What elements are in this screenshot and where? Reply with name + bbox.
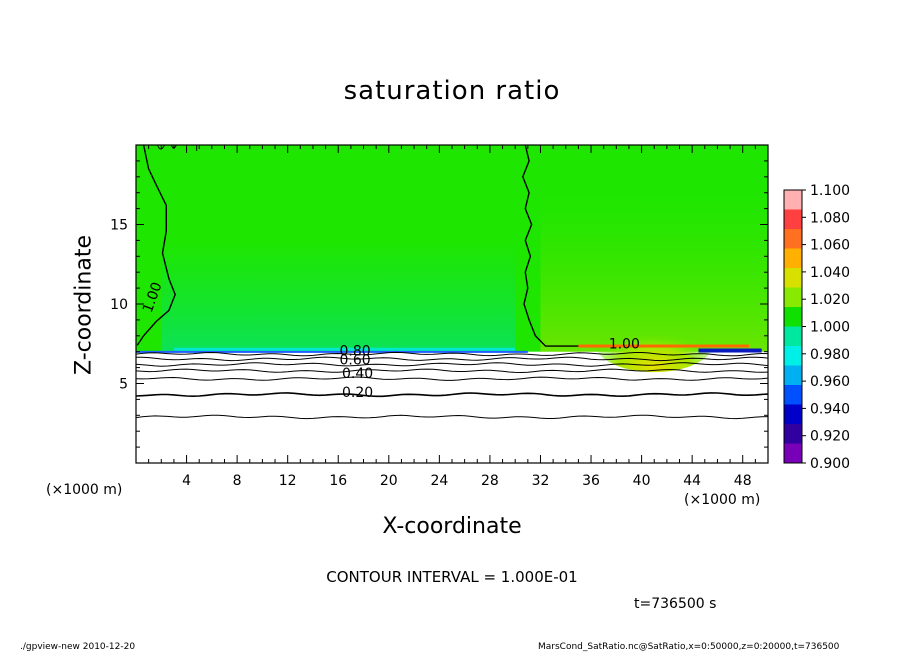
y-axis-ticks: 5 10 15 (110, 160, 768, 448)
contour-level (135, 362, 769, 367)
field-cool-zone (161, 240, 516, 352)
colorbar-label: 1.060 (810, 238, 850, 254)
colorbar-swatch (784, 190, 802, 210)
time-label: t=736500 s (634, 596, 717, 612)
y-axis-label: Z-coordinate (71, 235, 97, 375)
contour-label: 0.60 (340, 352, 371, 368)
x-tick-label: 8 (233, 473, 242, 489)
base-blue-band (136, 350, 528, 353)
contour-level (135, 414, 769, 420)
colorbar-swatch (784, 365, 802, 386)
x-tick-label: 12 (279, 473, 297, 489)
contour-interval-label: CONTOUR INTERVAL = 1.000E-01 (326, 568, 578, 586)
x-tick-label: 20 (380, 473, 398, 489)
y-axis-unit-label: (×1000 m) (46, 482, 123, 498)
base-cyan-band (173, 347, 516, 351)
colorbar-swatch (784, 385, 802, 405)
y-tick-label: 10 (110, 297, 128, 313)
colorbar-swatch (784, 287, 802, 308)
x-tick-label: 16 (329, 473, 347, 489)
field-warm-spot (594, 312, 715, 373)
contour-one-left (136, 144, 176, 346)
y-tick-label: 5 (119, 377, 128, 393)
chart-title: saturation ratio (343, 76, 561, 106)
colorbar-swatch (784, 443, 802, 464)
saturation-field (136, 145, 768, 373)
x-tick-label: 24 (430, 473, 448, 489)
contour-label: 0.20 (342, 385, 373, 401)
colorbar-label: 1.000 (810, 320, 850, 336)
contour-level (135, 392, 769, 398)
contour-level (135, 368, 769, 374)
colorbar-label: 0.900 (810, 456, 850, 472)
x-tick-label: 28 (481, 473, 499, 489)
colorbar-label: 0.940 (810, 401, 850, 417)
base-dark-blue-band (698, 348, 762, 353)
y-tick-label: 15 (110, 218, 128, 234)
colorbar-swatch (784, 307, 802, 327)
x-tick-label: 4 (182, 473, 191, 489)
colorbar-swatch (784, 404, 802, 425)
colorbar-swatch (784, 326, 802, 347)
contour-label: 0.80 (340, 344, 371, 360)
colorbar-swatch (784, 346, 802, 366)
colorbar: 1.100 1.080 1.060 1.040 1.020 1.000 0.980 0.960… (783, 183, 850, 472)
x-axis-label: X-coordinate (382, 514, 522, 539)
colorbar-swatch (784, 209, 802, 230)
base-orange-band (578, 344, 750, 348)
colorbar-label: 0.980 (810, 347, 850, 363)
footer-command: ./gpview-new 2010-12-20 (20, 642, 136, 652)
colorbar-label: 0.960 (810, 374, 850, 390)
contour-level (135, 351, 769, 357)
contour-level (135, 376, 769, 381)
contour-one-middle (522, 144, 579, 347)
contour-label: 1.00 (609, 337, 640, 353)
colorbar-label: 1.020 (810, 292, 850, 308)
footer-source: MarsCond_SatRatio.nc@SatRatio,x=0:50000,… (538, 642, 840, 652)
x-tick-label: 36 (582, 473, 600, 489)
x-tick-label: 48 (734, 473, 752, 489)
colorbar-label: 1.080 (810, 210, 850, 226)
colorbar-swatch (784, 229, 802, 249)
x-axis-unit-label: (×1000 m) (684, 492, 761, 508)
contour-lines: 1.001.000.800.600.400.20 (135, 144, 769, 420)
x-tick-label: 44 (683, 473, 701, 489)
colorbar-swatch (784, 248, 802, 269)
x-tick-label: 40 (633, 473, 651, 489)
colorbar-label: 1.040 (810, 265, 850, 281)
contour-level (136, 356, 769, 362)
x-axis-ticks: 4 8 12 16 20 24 28 32 36 40 44 48 (148, 145, 756, 489)
contour-label: 0.40 (342, 366, 373, 382)
x-tick-label: 32 (532, 473, 550, 489)
colorbar-label: 0.920 (810, 429, 850, 445)
colorbar-swatch (784, 268, 802, 288)
colorbar-swatch (784, 424, 802, 444)
colorbar-label: 1.100 (810, 183, 850, 199)
